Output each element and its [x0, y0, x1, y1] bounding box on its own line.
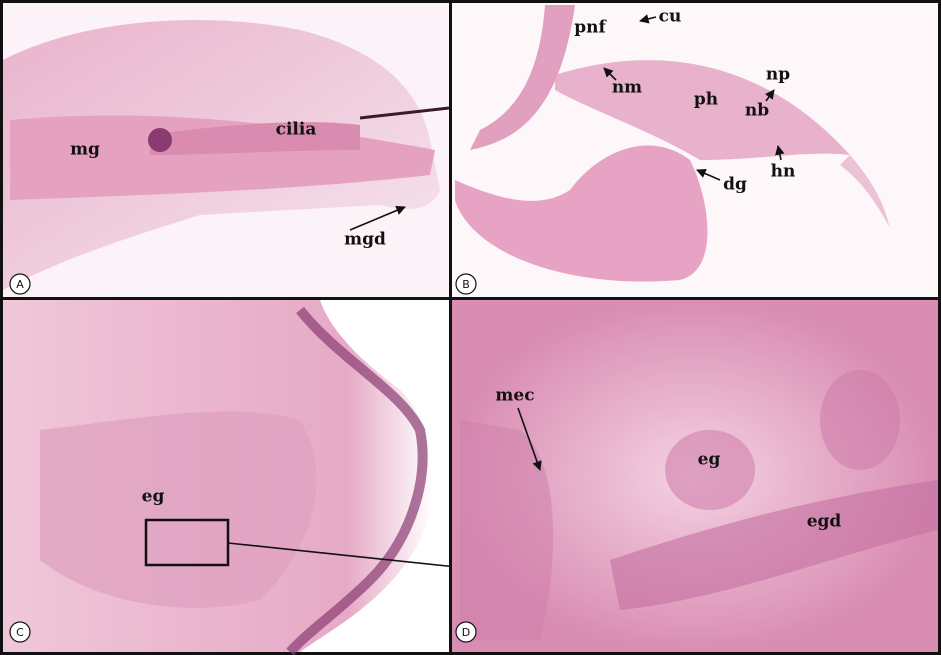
panel-letter-badge	[9, 273, 31, 295]
structure-label: mec	[495, 386, 534, 406]
panel-c	[3, 300, 467, 655]
pointer-arrow	[775, 145, 785, 161]
structure-label: np	[766, 65, 790, 85]
pointer-arrow	[349, 205, 406, 231]
structure-label: eg	[698, 450, 721, 470]
structure-label: cu	[659, 7, 682, 27]
structure-label: egd	[807, 512, 842, 532]
panel-letter-badge	[455, 621, 477, 643]
panel-letter: B	[462, 278, 470, 291]
pointer-arrow	[517, 407, 542, 471]
pointer-arrow	[696, 169, 721, 181]
structure-label: mg	[70, 140, 100, 160]
panel-letter: A	[16, 278, 24, 291]
structure-label: cilia	[276, 120, 317, 140]
pointer-arrow	[639, 14, 657, 24]
structure-label: nb	[745, 101, 769, 121]
panel-a	[3, 3, 450, 297]
panel-b	[452, 3, 938, 297]
structure-label: mgd	[344, 230, 386, 250]
structure-label: pnf	[574, 18, 607, 38]
panel-letter-badge	[455, 273, 477, 295]
panel-letter: D	[462, 626, 470, 639]
structure-label: dg	[723, 175, 747, 195]
panel-d	[452, 300, 938, 652]
panel-letter-badge	[9, 621, 31, 643]
structure-label: ph	[694, 90, 718, 110]
structure-label: eg	[142, 487, 165, 507]
pointer-arrow	[603, 67, 617, 81]
panel-letter: C	[16, 626, 24, 639]
structure-label: hn	[771, 162, 796, 182]
pointer-arrow	[765, 89, 775, 102]
structure-label: nm	[612, 78, 642, 98]
